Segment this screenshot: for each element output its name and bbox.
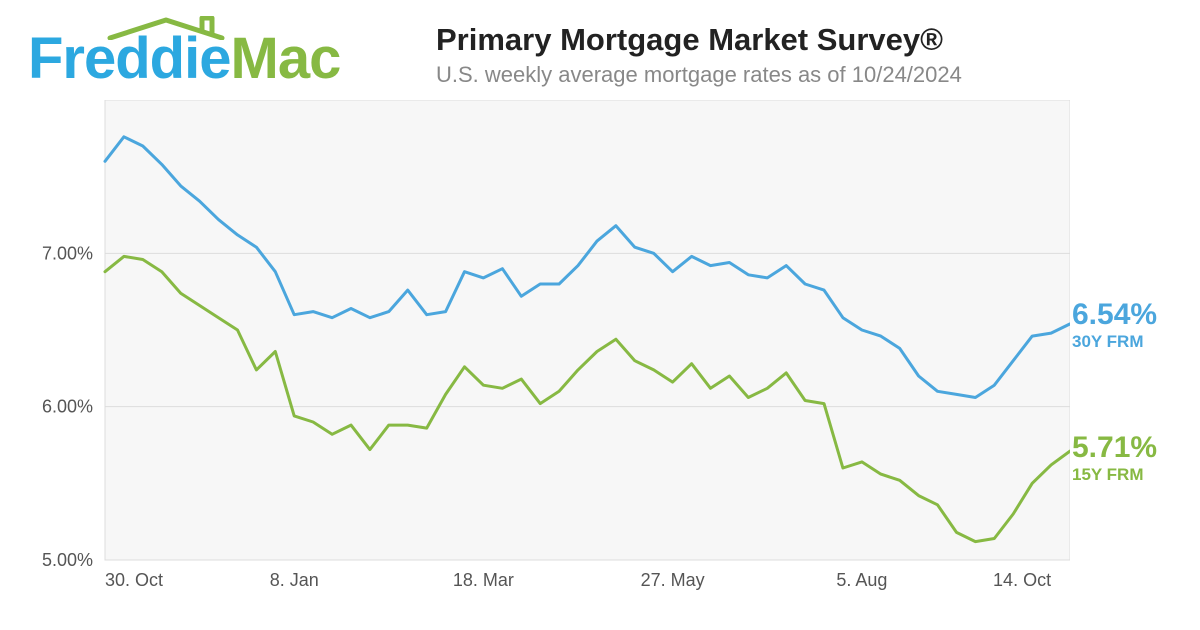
svg-text:27. May: 27. May — [641, 570, 705, 590]
svg-text:5.00%: 5.00% — [42, 550, 93, 570]
logo-mac: Mac — [231, 26, 341, 91]
chart-subtitle: U.S. weekly average mortgage rates as of… — [436, 62, 1172, 88]
svg-text:5. Aug: 5. Aug — [836, 570, 887, 590]
chart-area: 5.00% 6.00% 7.00% 30. Oct 8. Jan 18. Mar 27. M… — [20, 100, 1070, 600]
page: FreddieMac Primary Mortgage Market Surve… — [0, 0, 1200, 630]
svg-text:18. Mar: 18. Mar — [453, 570, 514, 590]
chart-title: Primary Mortgage Market Survey® — [436, 18, 1172, 58]
svg-text:14. Oct: 14. Oct — [993, 570, 1051, 590]
svg-text:6.00%: 6.00% — [42, 397, 93, 417]
freddie-mac-logo: FreddieMac — [28, 18, 408, 88]
titles: Primary Mortgage Market Survey® U.S. wee… — [408, 18, 1172, 88]
legend-30y: 6.54% 30Y FRM — [1072, 300, 1190, 352]
svg-text:8. Jan: 8. Jan — [270, 570, 319, 590]
legend-15y-value: 5.71% — [1072, 433, 1190, 463]
header: FreddieMac Primary Mortgage Market Surve… — [28, 18, 1172, 98]
legend-15y: 5.71% 15Y FRM — [1072, 433, 1190, 485]
legend-15y-label: 15Y FRM — [1072, 465, 1190, 485]
roof-icon — [106, 16, 226, 40]
line-chart: 5.00% 6.00% 7.00% 30. Oct 8. Jan 18. Mar 27. M… — [20, 100, 1070, 600]
svg-text:7.00%: 7.00% — [42, 243, 93, 263]
svg-text:30. Oct: 30. Oct — [105, 570, 163, 590]
legend-30y-value: 6.54% — [1072, 300, 1190, 330]
legend-30y-label: 30Y FRM — [1072, 332, 1190, 352]
